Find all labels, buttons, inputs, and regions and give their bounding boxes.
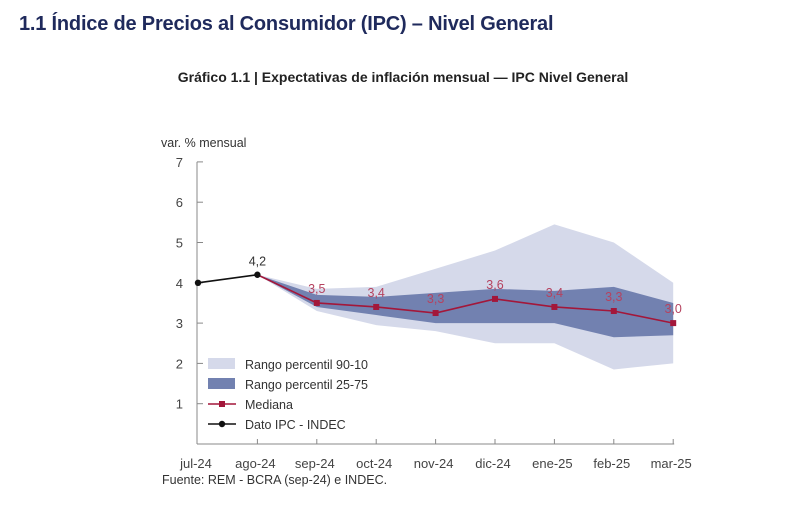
median-data-label: 3,0 bbox=[665, 302, 682, 316]
median-point bbox=[432, 310, 439, 317]
legend: Rango percentil 90-10 Rango percentil 25-… bbox=[208, 358, 368, 432]
x-tick-label: jul-24 bbox=[179, 456, 212, 471]
ipc-point bbox=[194, 279, 202, 286]
ipc-point bbox=[254, 271, 261, 278]
x-tick-label: dic-24 bbox=[475, 456, 510, 471]
median-point bbox=[492, 295, 498, 302]
median-data-label: 3,6 bbox=[486, 278, 503, 292]
legend-swatch-band-90-10 bbox=[208, 358, 235, 369]
ipc-data-label: 4,2 bbox=[249, 255, 266, 269]
x-tick-label: ago-24 bbox=[235, 456, 275, 471]
median-data-label: 3,3 bbox=[427, 292, 444, 306]
x-tick-label: sep-24 bbox=[295, 456, 335, 471]
median-point bbox=[610, 308, 617, 315]
x-tick-label: oct-24 bbox=[356, 456, 392, 471]
median-point bbox=[313, 299, 320, 306]
axes-layer: 1 2 3 4 5 6 7 jul-24 ago-24 sep-24 oct-24 nov-24 dic… bbox=[161, 136, 692, 471]
median-point bbox=[373, 303, 380, 310]
median-point bbox=[551, 303, 558, 310]
legend-item-band-25-75: Rango percentil 25-75 bbox=[208, 378, 368, 392]
source-note: Fuente: REM - BCRA (sep-24) e INDEC. bbox=[162, 473, 388, 487]
median-data-label: 3,3 bbox=[605, 290, 622, 304]
chart-title: Gráfico 1.1 | Expectativas de inflación … bbox=[177, 69, 629, 85]
page-title: 1.1 Índice de Precios al Consumidor (IPC… bbox=[19, 13, 554, 35]
median-line bbox=[257, 274, 674, 324]
legend-marker-ipc bbox=[218, 420, 226, 428]
ipc-line bbox=[197, 273, 258, 284]
labels-layer: 4,2 3,5 3,4 3,3 3,6 3,4 3,3 3,0 bbox=[249, 255, 682, 316]
y-tick-label: 2 bbox=[176, 356, 183, 371]
legend-marker-median bbox=[219, 401, 225, 407]
y-tick-label: 5 bbox=[176, 236, 183, 251]
x-tick-label: mar-25 bbox=[651, 456, 692, 471]
y-tick-label: 3 bbox=[176, 316, 183, 331]
legend-label: Mediana bbox=[245, 398, 293, 412]
legend-item-median: Mediana bbox=[208, 398, 293, 412]
x-tick-label: ene-25 bbox=[532, 456, 572, 471]
legend-label: Rango percentil 90-10 bbox=[245, 358, 368, 372]
legend-swatch-band-25-75 bbox=[208, 378, 235, 389]
median-data-label: 3,4 bbox=[546, 286, 563, 300]
median-point bbox=[670, 320, 677, 327]
y-tick-label: 1 bbox=[176, 397, 183, 412]
median-data-label: 3,5 bbox=[308, 282, 325, 296]
median-data-label: 3,4 bbox=[368, 286, 385, 300]
y-tick-label: 4 bbox=[176, 276, 183, 291]
legend-label: Rango percentil 25-75 bbox=[245, 378, 368, 392]
y-tick-label: 6 bbox=[176, 195, 183, 210]
legend-label: Dato IPC - INDEC bbox=[245, 418, 346, 432]
y-axis-title: var. % mensual bbox=[161, 136, 246, 150]
x-tick-label: feb-25 bbox=[593, 456, 630, 471]
lines-layer bbox=[194, 271, 677, 327]
y-tick-label: 7 bbox=[176, 155, 183, 170]
legend-item-ipc: Dato IPC - INDEC bbox=[208, 418, 346, 432]
x-tick-label: nov-24 bbox=[414, 456, 454, 471]
legend-item-band-90-10: Rango percentil 90-10 bbox=[208, 358, 368, 372]
